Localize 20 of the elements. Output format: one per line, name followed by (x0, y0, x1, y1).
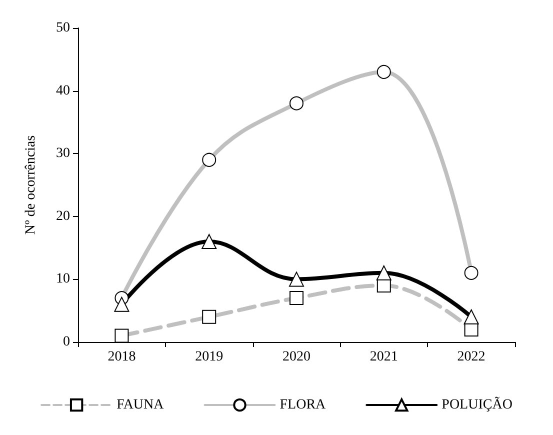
y-tick-label: 30 (56, 146, 70, 162)
x-tick-label: 2019 (195, 350, 224, 364)
y-tick-label: 50 (56, 20, 70, 36)
y-axis-title: Nº de ocorrências (24, 135, 38, 235)
x-tick-label: 2018 (108, 350, 136, 364)
y-tick-label: 20 (56, 208, 70, 224)
point (464, 309, 479, 324)
legend-label: POLUIÇÃO (442, 396, 512, 412)
y-tick-label: 10 (56, 272, 70, 287)
x-tick-label: 2020 (282, 350, 310, 364)
legend-label: FAUNA (116, 398, 165, 412)
y-tick-label: 0 (63, 334, 70, 350)
point (202, 234, 217, 250)
point (376, 265, 392, 280)
legend-label: FLORA (280, 398, 327, 412)
point (114, 296, 130, 312)
point (289, 272, 304, 287)
x-tick-label: 2021 (370, 350, 398, 364)
x-tick-label: 2022 (457, 350, 486, 364)
y-tick-label: 40 (56, 83, 70, 98)
